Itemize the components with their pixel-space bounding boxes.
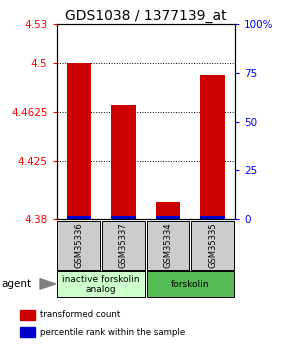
Bar (156, 202, 180, 219)
Bar (147, 271, 234, 297)
Bar (20, 309, 35, 320)
Title: GDS1038 / 1377139_at: GDS1038 / 1377139_at (65, 9, 226, 23)
Bar (67, 63, 91, 219)
Bar (57, 221, 100, 270)
Bar (156, 216, 180, 219)
Text: GSM35336: GSM35336 (74, 223, 83, 268)
Text: percentile rank within the sample: percentile rank within the sample (40, 328, 185, 337)
Text: inactive forskolin
analog: inactive forskolin analog (62, 275, 140, 294)
Bar (200, 75, 225, 219)
Bar (20, 327, 35, 337)
Bar (67, 216, 91, 219)
Bar (111, 216, 136, 219)
Text: agent: agent (1, 279, 32, 289)
Text: GSM35337: GSM35337 (119, 223, 128, 268)
Text: forskolin: forskolin (171, 280, 210, 289)
Text: GSM35335: GSM35335 (208, 223, 217, 268)
Text: transformed count: transformed count (40, 310, 120, 319)
Bar (147, 221, 189, 270)
Bar (111, 105, 136, 219)
Polygon shape (40, 279, 56, 289)
Bar (191, 221, 234, 270)
Bar (102, 221, 145, 270)
Bar (200, 216, 225, 219)
Text: GSM35334: GSM35334 (164, 223, 173, 268)
Bar (57, 271, 145, 297)
